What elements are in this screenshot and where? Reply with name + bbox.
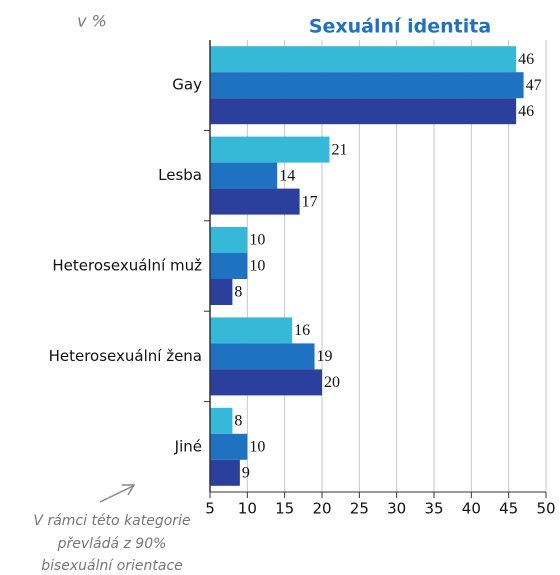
bar <box>210 72 524 99</box>
x-tick-label: 35 <box>424 500 443 518</box>
y-tick-label: Jiné <box>174 437 202 455</box>
y-tick-label: Heterosexuální muž <box>52 257 202 275</box>
annotation: V rámci této kategorie <box>33 513 190 529</box>
annotation: bisexuální orientace <box>41 558 183 574</box>
data-label: 10 <box>249 258 265 275</box>
data-label: 19 <box>317 348 333 365</box>
data-label: 14 <box>279 167 295 184</box>
data-label: 16 <box>294 322 310 339</box>
unit-label: v % <box>77 12 107 31</box>
bar <box>210 459 240 486</box>
bar <box>210 188 300 215</box>
x-tick-label: 5 <box>205 500 215 518</box>
bar <box>210 98 517 125</box>
bar <box>210 369 322 396</box>
data-label: 8 <box>234 412 242 429</box>
annotation-arrow <box>99 485 134 503</box>
data-label: 47 <box>526 77 542 94</box>
data-label: 17 <box>302 193 318 210</box>
bar <box>210 253 248 279</box>
data-label: 20 <box>324 374 340 391</box>
annotation-arrowhead <box>122 484 136 496</box>
bar <box>210 162 278 189</box>
x-tick-label: 10 <box>238 500 257 518</box>
y-tick-label: Lesba <box>158 166 202 184</box>
data-label: 10 <box>249 232 265 249</box>
bar <box>210 343 315 370</box>
x-tick-label: 50 <box>536 500 555 518</box>
x-tick-label: 40 <box>462 500 481 518</box>
data-label: 9 <box>242 464 250 481</box>
data-label: 10 <box>249 438 265 455</box>
bar <box>210 227 248 253</box>
data-label: 8 <box>234 284 242 301</box>
x-tick-label: 20 <box>312 500 331 518</box>
x-tick-label: 30 <box>387 500 406 518</box>
x-tick-label: 25 <box>350 500 369 518</box>
annotation: převládá z 90% <box>57 536 167 552</box>
bar <box>210 317 293 344</box>
chart-title: Sexuální identita <box>309 16 491 38</box>
x-tick-label: 45 <box>499 500 518 518</box>
bar <box>210 46 517 73</box>
data-label: 46 <box>518 103 534 120</box>
bar <box>210 136 330 163</box>
bar <box>210 279 233 305</box>
bar <box>210 433 248 460</box>
x-tick-label: 15 <box>275 500 294 518</box>
y-tick-label: Gay <box>172 76 202 94</box>
data-label: 46 <box>518 51 534 68</box>
data-label: 21 <box>331 141 347 158</box>
bar <box>210 407 233 434</box>
y-tick-label: Heterosexuální žena <box>49 347 202 365</box>
